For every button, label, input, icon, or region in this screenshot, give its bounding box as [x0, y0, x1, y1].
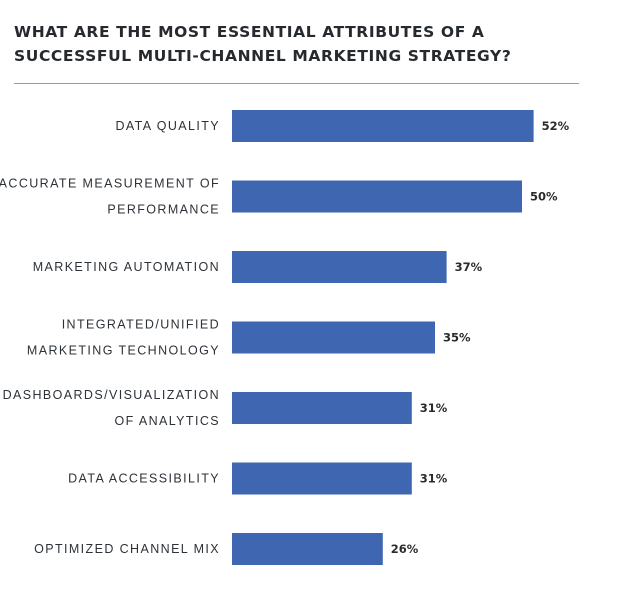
category-label-optimized-channel-mix: OPTIMIZED CHANNEL MIX [34, 542, 220, 556]
category-label-line: PERFORMANCE [107, 203, 220, 217]
value-label-integrated-unified-marketing-technology: 35% [443, 331, 471, 345]
value-label-data-quality: 52% [542, 119, 570, 133]
value-label-dashboards-visualization-of-analytics: 31% [420, 401, 448, 415]
bar-data-accessibility [232, 462, 412, 495]
category-label-line: OF ANALYTICS [115, 414, 220, 428]
category-label-data-quality: DATA QUALITY [115, 119, 220, 133]
bar-integrated-unified-marketing-technology [232, 321, 435, 354]
bar-row-optimized-channel-mix: OPTIMIZED CHANNEL MIX 26% [34, 533, 419, 565]
category-label-dashboards-visualization-of-analytics: DASHBOARDS/VISUALIZATION OF ANALYTICS [3, 388, 220, 428]
category-label-marketing-automation: MARKETING AUTOMATION [33, 260, 220, 274]
bar-row-data-accessibility: DATA ACCESSIBILITY 31% [68, 462, 448, 495]
category-label-line: OPTIMIZED CHANNEL MIX [34, 542, 220, 556]
bar-row-integrated-unified-marketing-technology: INTEGRATED/UNIFIED MARKETING TECHNOLOGY 35… [27, 318, 471, 358]
title-divider [14, 83, 579, 84]
bar-optimized-channel-mix [232, 533, 383, 565]
value-label-data-accessibility: 31% [420, 472, 448, 486]
bar-dashboards-visualization-of-analytics [232, 392, 412, 424]
value-label-optimized-channel-mix: 26% [391, 542, 419, 556]
category-label-data-accessibility: DATA ACCESSIBILITY [68, 472, 220, 486]
bar-marketing-automation [232, 251, 447, 283]
category-label-line: MARKETING TECHNOLOGY [27, 344, 220, 358]
category-label-line: MARKETING AUTOMATION [33, 260, 220, 274]
bar-row-accurate-measurement-of-performance: ACCURATE MEASUREMENT OF PERFORMANCE 50% [0, 177, 558, 217]
value-label-marketing-automation: 37% [455, 260, 483, 274]
bar-accurate-measurement-of-performance [232, 180, 522, 213]
category-label-line: DASHBOARDS/VISUALIZATION [3, 388, 220, 402]
chart-title: WHAT ARE THE MOST ESSENTIAL ATTRIBUTES O… [14, 20, 594, 68]
chart-title-line-1: WHAT ARE THE MOST ESSENTIAL ATTRIBUTES O… [14, 23, 485, 41]
bar-row-marketing-automation: MARKETING AUTOMATION 37% [33, 251, 483, 283]
category-label-line: DATA QUALITY [115, 119, 220, 133]
bar-row-data-quality: DATA QUALITY 52% [115, 110, 570, 142]
category-label-accurate-measurement-of-performance: ACCURATE MEASUREMENT OF PERFORMANCE [0, 177, 220, 217]
bar-data-quality [232, 110, 534, 142]
value-label-accurate-measurement-of-performance: 50% [530, 190, 558, 204]
bar-row-dashboards-visualization-of-analytics: DASHBOARDS/VISUALIZATION OF ANALYTICS 31% [3, 388, 448, 428]
category-label-line: ACCURATE MEASUREMENT OF [0, 177, 220, 191]
category-label-integrated-unified-marketing-technology: INTEGRATED/UNIFIED MARKETING TECHNOLOGY [27, 318, 220, 358]
chart-title-line-2: SUCCESSFUL MULTI-CHANNEL MARKETING STRAT… [14, 47, 512, 65]
category-label-line: DATA ACCESSIBILITY [68, 472, 220, 486]
category-label-line: INTEGRATED/UNIFIED [62, 318, 220, 332]
